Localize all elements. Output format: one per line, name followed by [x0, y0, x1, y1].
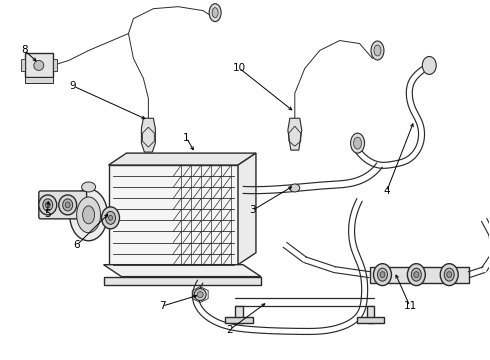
Ellipse shape	[412, 268, 421, 281]
Ellipse shape	[45, 202, 50, 208]
Polygon shape	[235, 306, 243, 323]
Ellipse shape	[108, 215, 113, 220]
Polygon shape	[108, 153, 256, 165]
Text: 10: 10	[233, 63, 245, 73]
Ellipse shape	[83, 206, 95, 224]
Polygon shape	[288, 118, 302, 150]
Ellipse shape	[209, 4, 221, 22]
FancyBboxPatch shape	[25, 54, 53, 77]
Ellipse shape	[447, 272, 452, 278]
Ellipse shape	[212, 8, 218, 18]
Ellipse shape	[34, 60, 44, 71]
Polygon shape	[367, 306, 374, 323]
FancyBboxPatch shape	[53, 59, 57, 71]
Polygon shape	[108, 165, 238, 265]
Polygon shape	[103, 265, 261, 276]
Text: 11: 11	[403, 301, 416, 311]
Polygon shape	[369, 267, 469, 283]
FancyBboxPatch shape	[21, 59, 25, 71]
Ellipse shape	[43, 199, 53, 211]
Polygon shape	[238, 153, 256, 265]
Polygon shape	[25, 77, 53, 84]
Ellipse shape	[414, 272, 419, 278]
FancyBboxPatch shape	[39, 191, 87, 219]
Ellipse shape	[350, 133, 365, 153]
Ellipse shape	[82, 182, 96, 192]
Text: 7: 7	[159, 301, 165, 311]
Ellipse shape	[440, 264, 458, 285]
Text: 8: 8	[21, 45, 28, 55]
Ellipse shape	[101, 207, 120, 229]
Ellipse shape	[76, 197, 100, 233]
Text: 9: 9	[70, 81, 76, 91]
Ellipse shape	[373, 264, 392, 285]
Text: 3: 3	[249, 206, 256, 216]
Ellipse shape	[65, 202, 70, 208]
Ellipse shape	[374, 45, 381, 56]
Polygon shape	[357, 318, 385, 323]
Text: 5: 5	[44, 209, 50, 219]
Ellipse shape	[444, 268, 454, 281]
Ellipse shape	[407, 264, 425, 285]
Ellipse shape	[63, 199, 73, 211]
Ellipse shape	[354, 137, 362, 149]
Text: 6: 6	[74, 240, 80, 250]
Text: 1: 1	[183, 133, 190, 143]
Ellipse shape	[105, 211, 116, 224]
Polygon shape	[142, 118, 155, 152]
Ellipse shape	[371, 41, 384, 60]
Ellipse shape	[59, 195, 76, 215]
Ellipse shape	[377, 268, 388, 281]
Ellipse shape	[197, 292, 203, 298]
Ellipse shape	[290, 184, 300, 192]
Ellipse shape	[380, 272, 385, 278]
Text: 2: 2	[226, 325, 233, 335]
Ellipse shape	[70, 189, 107, 241]
Polygon shape	[103, 276, 261, 285]
Ellipse shape	[422, 57, 436, 75]
Ellipse shape	[194, 289, 206, 301]
Text: 4: 4	[383, 186, 390, 197]
Polygon shape	[225, 318, 253, 323]
Ellipse shape	[39, 195, 57, 215]
